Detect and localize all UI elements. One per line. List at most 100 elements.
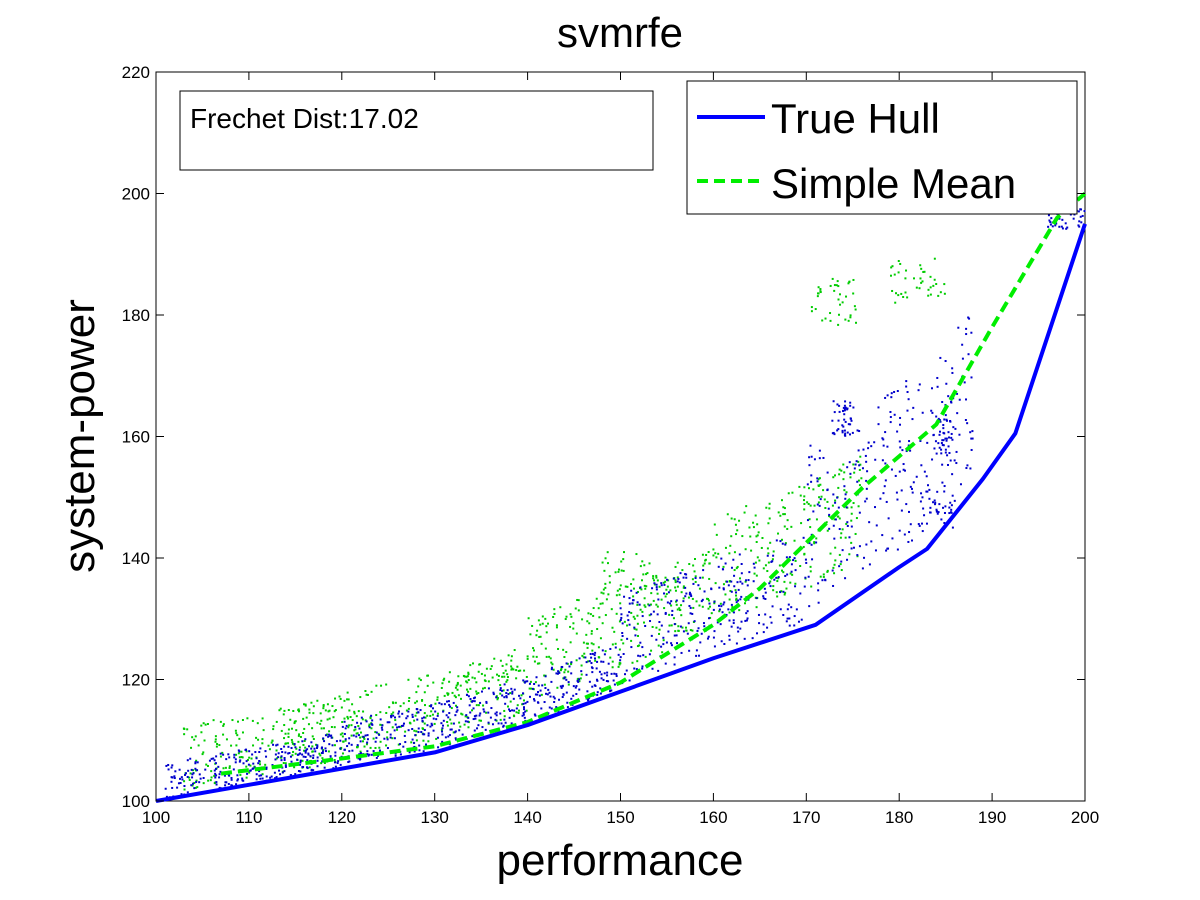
scatter-point-green bbox=[311, 745, 314, 748]
scatter-point-green bbox=[567, 683, 570, 686]
scatter-point-green bbox=[918, 287, 921, 290]
scatter-point-green bbox=[221, 751, 224, 754]
scatter-point-green bbox=[833, 284, 836, 287]
scatter-point-green bbox=[857, 479, 860, 482]
scatter-point-blue bbox=[176, 786, 179, 789]
scatter-point-blue bbox=[931, 387, 934, 390]
scatter-point-blue bbox=[621, 622, 624, 625]
scatter-point-blue bbox=[881, 534, 884, 537]
scatter-point-blue bbox=[247, 763, 250, 766]
scatter-point-blue bbox=[258, 760, 261, 763]
scatter-point-green bbox=[782, 513, 785, 516]
scatter-point-green bbox=[257, 738, 260, 741]
scatter-point-blue bbox=[165, 795, 168, 798]
scatter-point-blue bbox=[848, 461, 851, 464]
scatter-point-blue bbox=[926, 490, 929, 493]
scatter-point-blue bbox=[861, 567, 864, 570]
scatter-point-blue bbox=[603, 653, 606, 656]
scatter-point-green bbox=[319, 712, 322, 715]
scatter-point-green bbox=[677, 629, 680, 632]
scatter-point-blue bbox=[802, 536, 805, 539]
scatter-point-green bbox=[442, 679, 445, 682]
scatter-point-blue bbox=[213, 769, 216, 772]
scatter-point-blue bbox=[215, 783, 218, 786]
scatter-point-blue bbox=[343, 720, 346, 723]
scatter-point-blue bbox=[927, 484, 930, 487]
scatter-point-green bbox=[904, 277, 907, 280]
scatter-point-blue bbox=[658, 620, 661, 623]
scatter-point-green bbox=[465, 675, 468, 678]
scatter-point-green bbox=[762, 567, 765, 570]
scatter-point-green bbox=[559, 606, 562, 609]
scatter-point-green bbox=[458, 721, 461, 724]
scatter-point-blue bbox=[388, 721, 391, 724]
scatter-point-green bbox=[655, 603, 658, 606]
scatter-point-green bbox=[436, 696, 439, 699]
scatter-point-green bbox=[728, 598, 731, 601]
scatter-point-blue bbox=[236, 779, 239, 782]
scatter-point-blue bbox=[941, 401, 944, 404]
scatter-point-green bbox=[674, 589, 677, 592]
scatter-point-green bbox=[652, 575, 655, 578]
scatter-point-green bbox=[510, 655, 513, 658]
scatter-point-blue bbox=[915, 475, 918, 478]
scatter-point-green bbox=[370, 690, 373, 693]
scatter-point-blue bbox=[818, 504, 821, 507]
scatter-point-green bbox=[471, 709, 474, 712]
scatter-point-blue bbox=[903, 469, 906, 472]
scatter-point-green bbox=[764, 564, 767, 567]
scatter-point-green bbox=[322, 704, 325, 707]
scatter-point-green bbox=[857, 505, 860, 508]
scatter-point-blue bbox=[1047, 225, 1050, 228]
scatter-point-blue bbox=[366, 753, 369, 756]
scatter-point-green bbox=[206, 764, 209, 767]
scatter-point-green bbox=[525, 709, 528, 712]
scatter-point-blue bbox=[522, 702, 525, 705]
scatter-point-blue bbox=[293, 743, 296, 746]
scatter-point-green bbox=[407, 678, 410, 681]
scatter-point-green bbox=[222, 767, 225, 770]
scatter-point-blue bbox=[281, 751, 284, 754]
scatter-point-blue bbox=[381, 724, 384, 727]
scatter-point-green bbox=[551, 663, 554, 666]
scatter-point-green bbox=[461, 713, 464, 716]
scatter-point-green bbox=[259, 763, 262, 766]
scatter-point-blue bbox=[950, 511, 953, 514]
scatter-point-blue bbox=[786, 617, 789, 620]
scatter-point-blue bbox=[447, 700, 450, 703]
scatter-point-green bbox=[557, 647, 560, 650]
scatter-point-blue bbox=[167, 768, 170, 771]
scatter-point-blue bbox=[955, 450, 958, 453]
scatter-point-green bbox=[841, 301, 844, 304]
scatter-point-green bbox=[809, 526, 812, 529]
scatter-point-green bbox=[463, 675, 466, 678]
scatter-point-green bbox=[933, 278, 936, 281]
scatter-point-blue bbox=[609, 690, 612, 693]
scatter-point-blue bbox=[290, 747, 293, 750]
scatter-point-green bbox=[652, 599, 655, 602]
scatter-point-blue bbox=[452, 722, 455, 725]
scatter-point-green bbox=[600, 591, 603, 594]
scatter-point-blue bbox=[856, 429, 859, 432]
scatter-point-blue bbox=[242, 762, 245, 765]
scatter-point-green bbox=[777, 511, 780, 514]
scatter-point-blue bbox=[902, 468, 905, 471]
scatter-point-blue bbox=[849, 423, 852, 426]
scatter-point-green bbox=[582, 656, 585, 659]
scatter-point-green bbox=[669, 589, 672, 592]
x-tick-label: 170 bbox=[792, 808, 820, 827]
scatter-point-blue bbox=[828, 513, 831, 516]
scatter-point-green bbox=[927, 294, 930, 297]
scatter-point-blue bbox=[539, 689, 542, 692]
scatter-point-green bbox=[189, 772, 192, 775]
scatter-point-green bbox=[363, 745, 366, 748]
scatter-point-blue bbox=[893, 390, 896, 393]
scatter-point-blue bbox=[273, 771, 276, 774]
scatter-point-green bbox=[738, 519, 741, 522]
scatter-point-green bbox=[814, 308, 817, 311]
scatter-point-blue bbox=[922, 507, 925, 510]
scatter-point-blue bbox=[508, 716, 511, 719]
scatter-point-blue bbox=[237, 749, 240, 752]
scatter-point-blue bbox=[745, 619, 748, 622]
scatter-point-blue bbox=[222, 753, 225, 756]
